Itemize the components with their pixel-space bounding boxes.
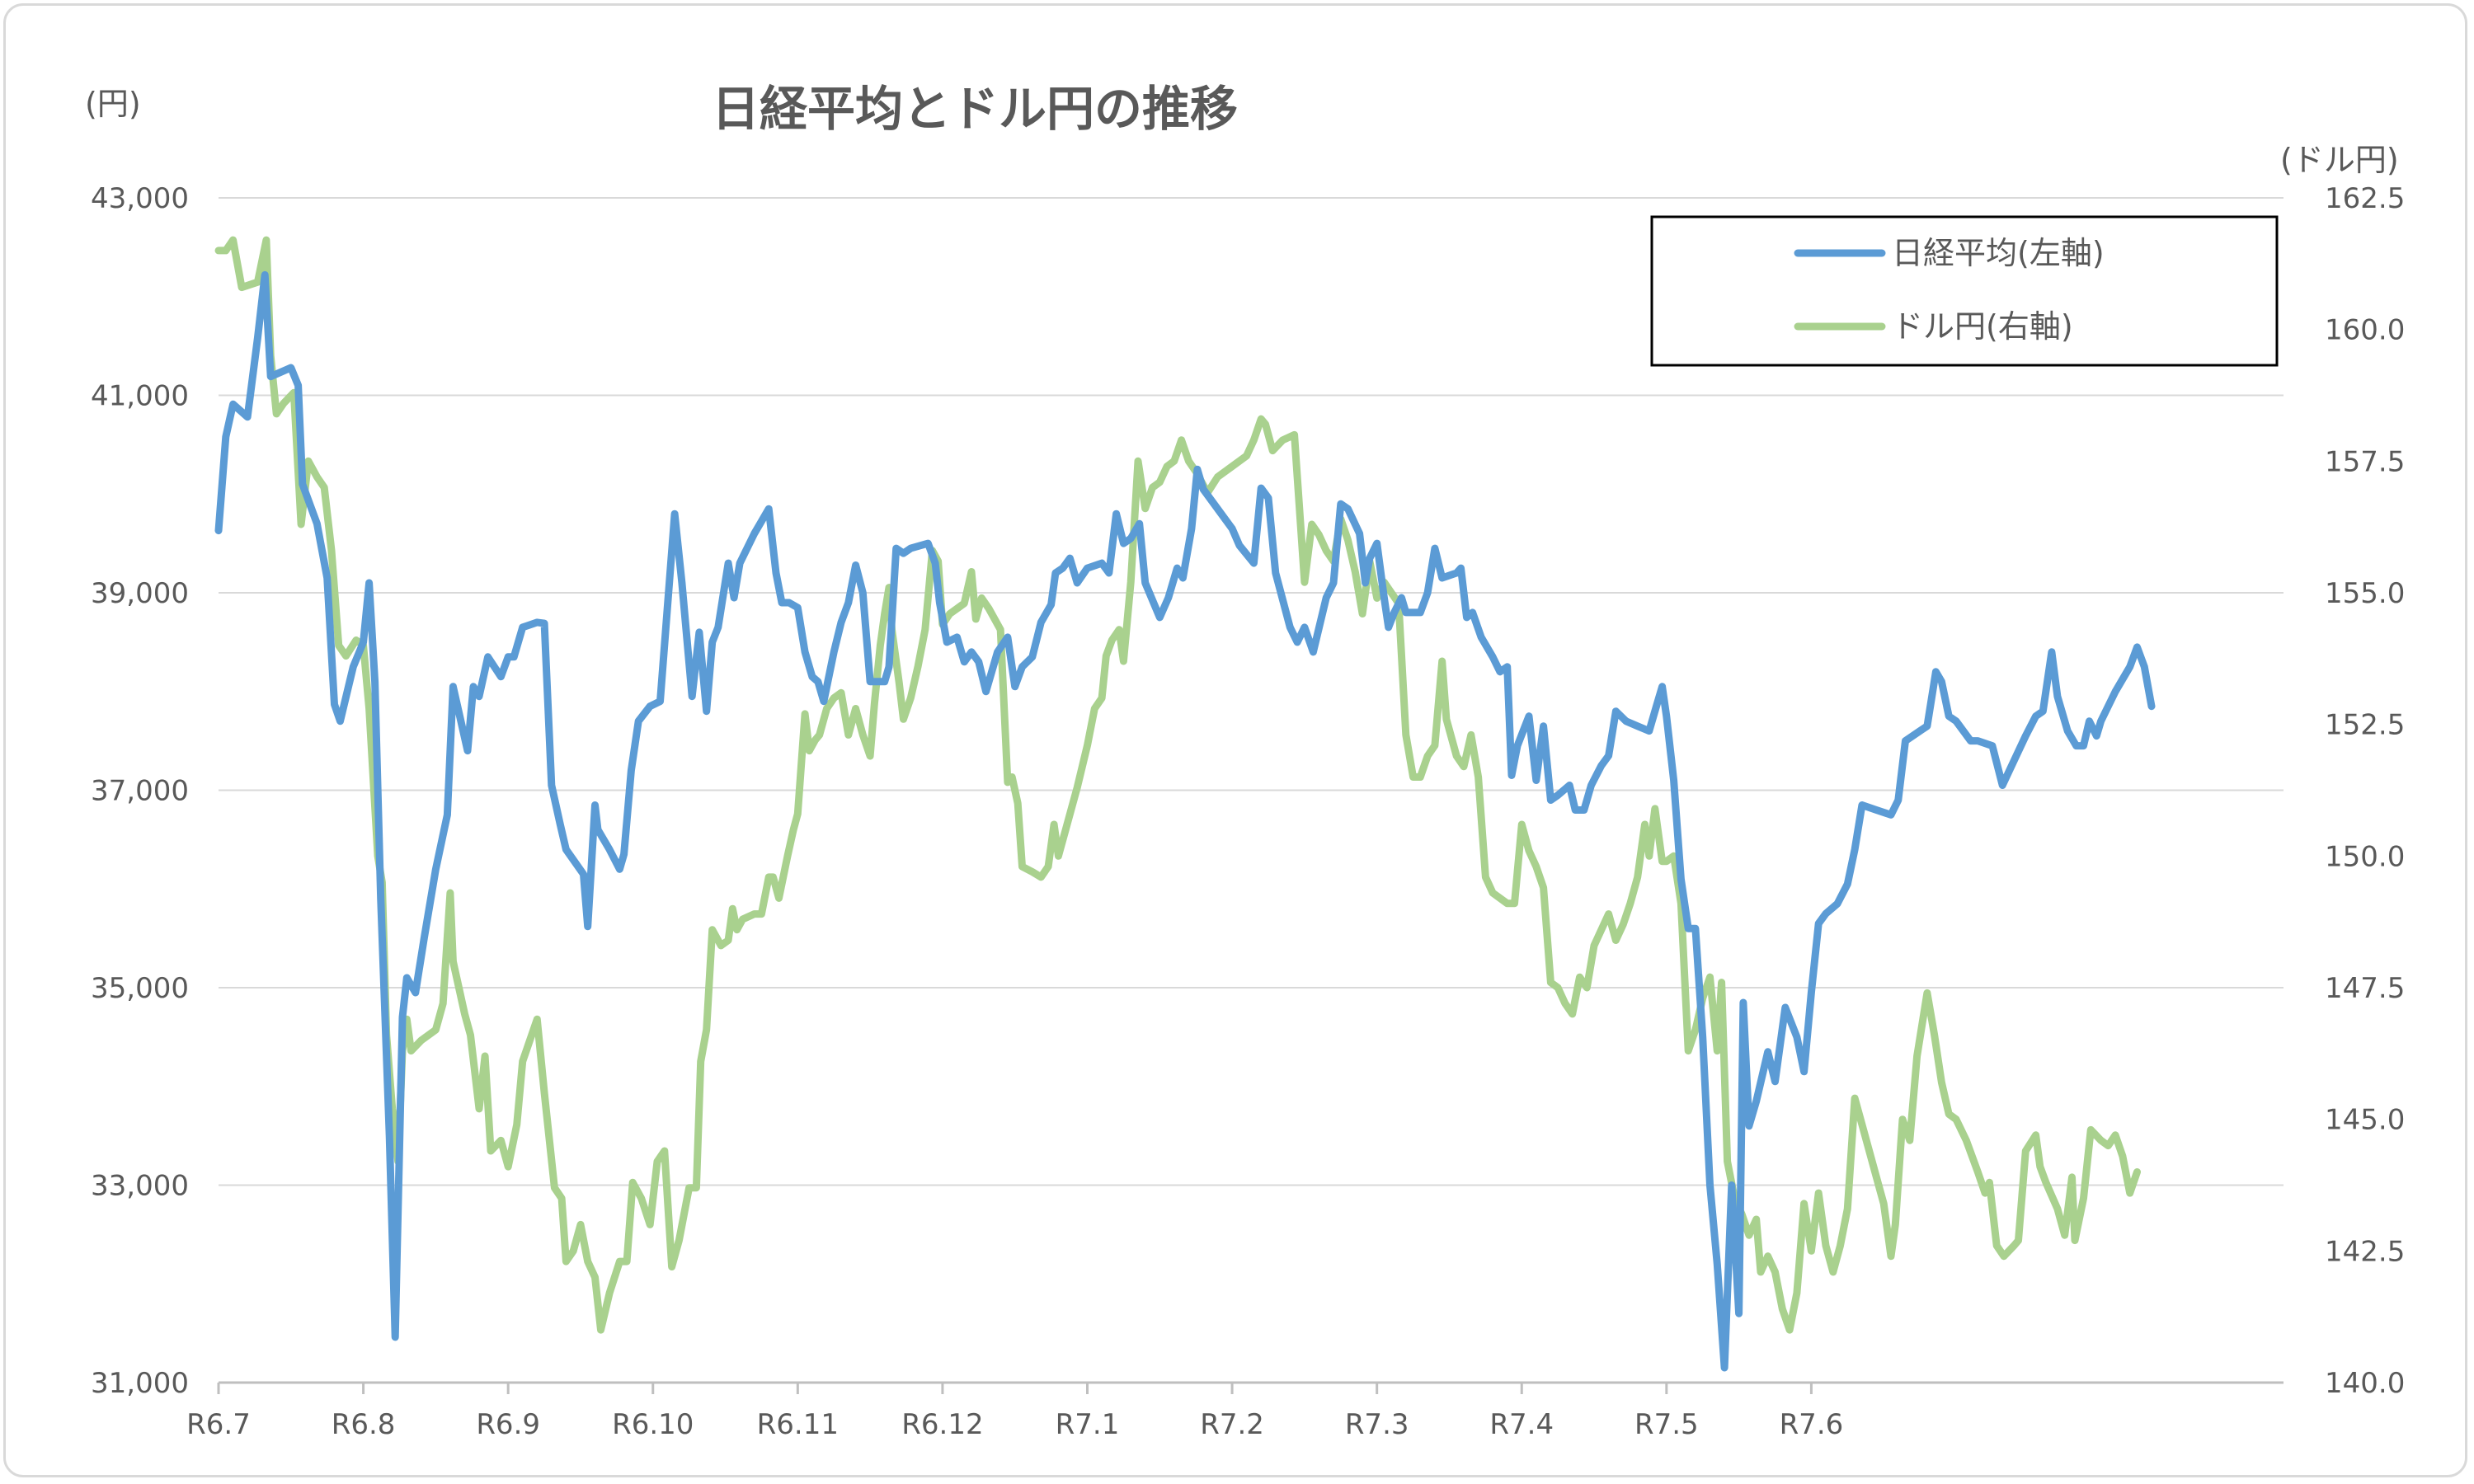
right-tick-label: 160.0 — [2325, 314, 2405, 347]
right-tick-label: 142.5 — [2325, 1235, 2405, 1268]
legend: 日経平均(左軸) ドル円(右軸) — [1650, 215, 2279, 367]
x-tick-label: R7.5 — [1634, 1408, 1699, 1441]
right-tick-label: 150.0 — [2325, 840, 2405, 873]
left-tick-label: 43,000 — [91, 182, 189, 215]
right-axis-ticks: 140.0 142.5 145.0 147.5 150.0 152.5 155.0 157.5… — [2325, 182, 2405, 1400]
x-axis: R6.7 R6.8 R6.9 R6.10 R6.11 R6.12 R7.1 R7.2 R7.3 R… — [186, 1381, 2284, 1441]
x-tick-label: R6.8 — [332, 1408, 396, 1441]
x-tick-label: R7.4 — [1489, 1408, 1554, 1441]
legend-label-nikkei: 日経平均(左軸) — [1892, 235, 2105, 271]
line-chart: 日経平均とドル円の推移 (円) (ドル円) 31,000 33,000 35,000… — [85, 81, 2405, 1441]
x-tick-label: R7.3 — [1345, 1408, 1409, 1441]
series-line-usdjpy — [214, 236, 2141, 1334]
series-line-nikkei — [214, 270, 2156, 1372]
x-tick-label: R6.10 — [612, 1408, 694, 1441]
right-axis-unit: (ドル円) — [2280, 142, 2399, 178]
x-tick-label: R6.12 — [901, 1408, 983, 1441]
left-tick-label: 33,000 — [91, 1170, 189, 1203]
right-tick-label: 157.5 — [2325, 445, 2405, 478]
x-tick-label: R7.1 — [1056, 1408, 1120, 1441]
right-tick-label: 140.0 — [2325, 1367, 2405, 1400]
x-tick-label: R6.11 — [757, 1408, 839, 1441]
chart-frame: 日経平均とドル円の推移 (円) (ドル円) 31,000 33,000 35,000… — [3, 3, 2467, 1477]
series-lines — [214, 236, 2156, 1372]
right-tick-label: 155.0 — [2325, 577, 2405, 610]
left-tick-label: 41,000 — [91, 380, 189, 413]
chart-title: 日経平均とドル円の推移 — [712, 81, 1238, 137]
right-tick-label: 145.0 — [2325, 1104, 2405, 1137]
left-tick-label: 39,000 — [91, 577, 189, 610]
gridlines — [219, 197, 2284, 1186]
x-tick-label: R6.7 — [186, 1408, 251, 1441]
left-axis-unit: (円) — [85, 86, 141, 122]
left-tick-label: 31,000 — [91, 1367, 189, 1400]
x-tick-label: R7.6 — [1780, 1408, 1844, 1441]
right-tick-label: 152.5 — [2325, 709, 2405, 742]
x-tick-label: R6.9 — [476, 1408, 540, 1441]
legend-box — [1650, 215, 2279, 367]
x-tick-label: R7.2 — [1200, 1408, 1264, 1441]
right-tick-label: 162.5 — [2325, 182, 2405, 215]
left-tick-label: 37,000 — [91, 775, 189, 808]
left-axis-ticks: 31,000 33,000 35,000 37,000 39,000 41,000 43,0… — [91, 182, 189, 1400]
legend-label-usdjpy: ドル円(右軸) — [1892, 308, 2073, 345]
left-tick-label: 35,000 — [91, 972, 189, 1005]
right-tick-label: 147.5 — [2325, 972, 2405, 1005]
